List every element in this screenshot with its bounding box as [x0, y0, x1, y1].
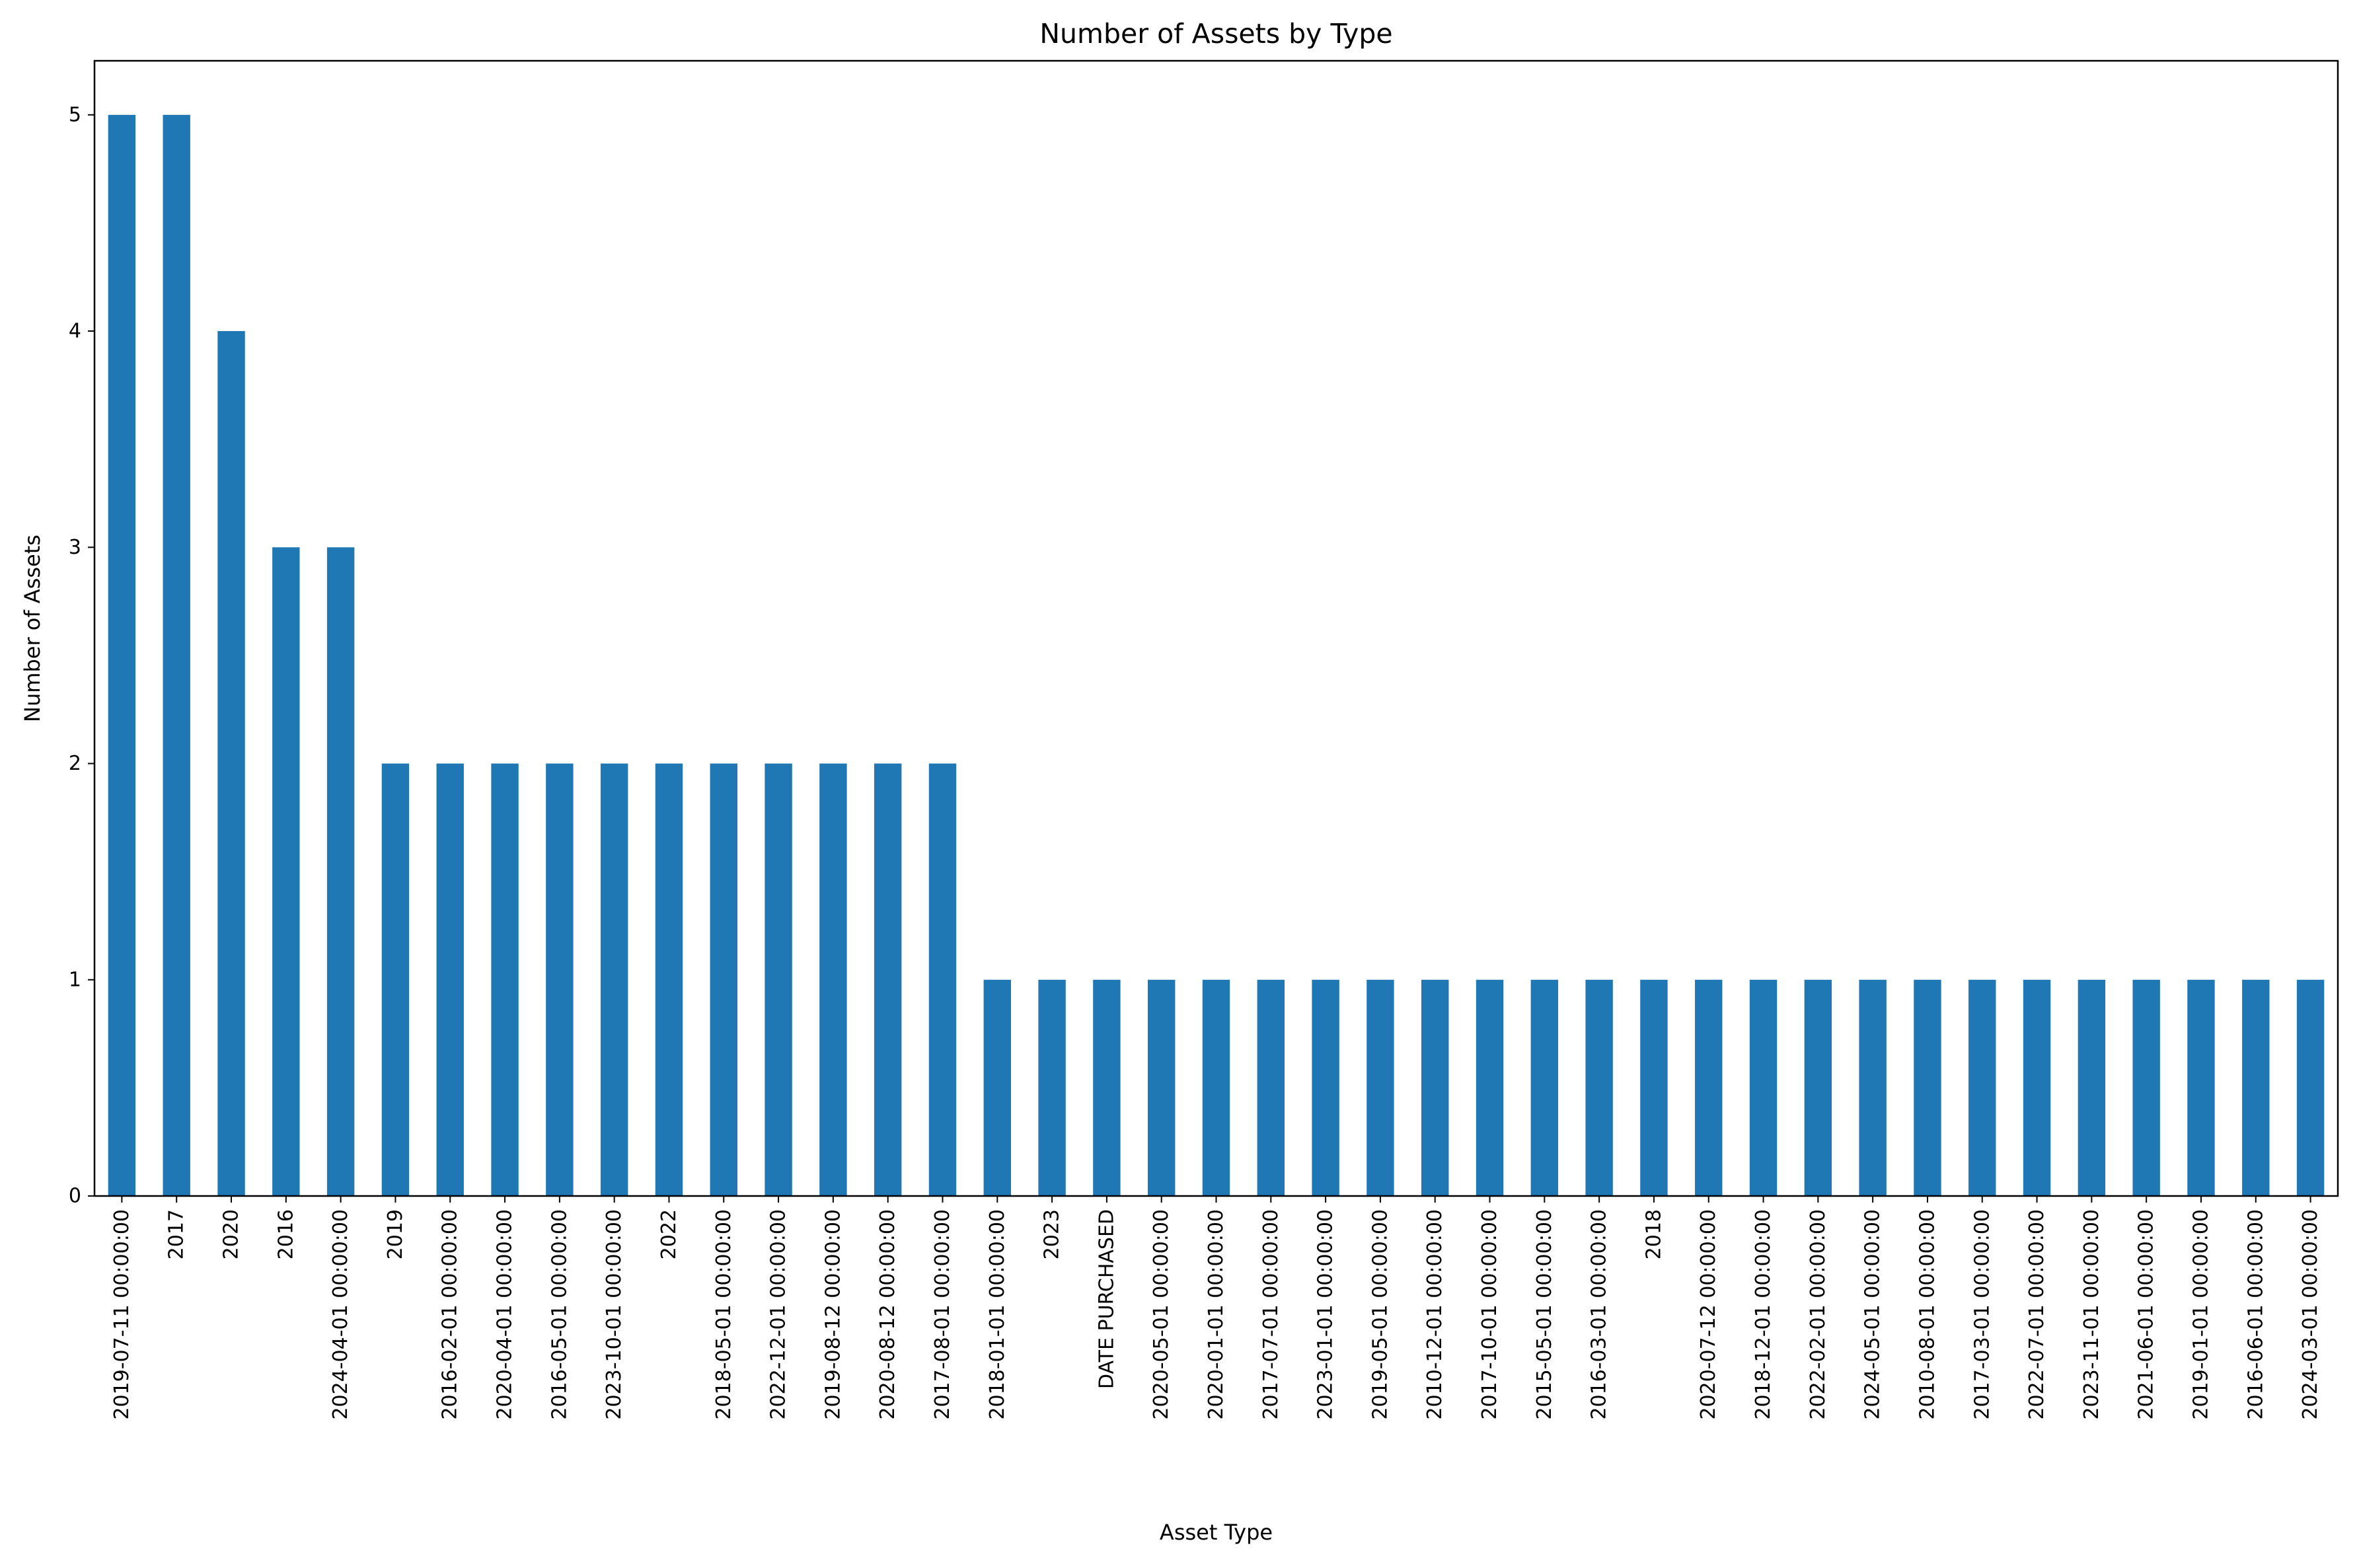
x-tick-label: 2022 — [657, 1209, 681, 1259]
bar — [272, 547, 300, 1196]
x-tick-label: 2016 — [274, 1209, 297, 1259]
bar — [163, 114, 190, 1196]
bar — [381, 763, 410, 1196]
bar — [983, 979, 1011, 1196]
x-tick-label: 2017-03-01 00:00:00 — [1970, 1209, 1994, 1420]
bar — [819, 763, 847, 1196]
bar — [2078, 979, 2106, 1196]
bar — [1093, 979, 1121, 1196]
bar — [1421, 979, 1449, 1196]
x-tick-label: 2018 — [1642, 1209, 1665, 1259]
x-tick-label: 2018-05-01 00:00:00 — [712, 1209, 735, 1420]
x-tick-label: 2020-01-01 00:00:00 — [1205, 1209, 1228, 1420]
y-tick-label: 5 — [69, 103, 81, 126]
bar — [1367, 979, 1394, 1196]
bar — [1695, 979, 1723, 1196]
bar — [928, 763, 957, 1196]
bar — [1147, 979, 1176, 1196]
bar — [1038, 979, 1066, 1196]
bar — [1530, 979, 1559, 1196]
y-tick-label: 2 — [69, 752, 81, 775]
x-tick-label: 2019-08-12 00:00:00 — [821, 1209, 844, 1420]
x-tick-label: 2020 — [220, 1209, 243, 1259]
x-tick-label: 2024-04-01 00:00:00 — [329, 1209, 352, 1420]
bar — [2023, 979, 2051, 1196]
y-axis-ticks: 0 1 2 3 4 5 — [69, 103, 94, 1208]
bar — [2132, 979, 2160, 1196]
x-tick-label: 2017-07-01 00:00:00 — [1259, 1209, 1283, 1420]
x-tick-label: 2023 — [1041, 1209, 1064, 1259]
bar — [2242, 979, 2270, 1196]
y-tick-label: 4 — [69, 320, 81, 343]
x-tick-label: 2021-06-01 00:00:00 — [2135, 1209, 2158, 1420]
x-tick-label: 2016-02-01 00:00:00 — [439, 1209, 462, 1420]
bar — [2187, 979, 2215, 1196]
bar — [436, 763, 464, 1196]
bar — [655, 763, 683, 1196]
bar — [1968, 979, 1996, 1196]
bar — [1640, 979, 1668, 1196]
x-tick-label: 2019-01-01 00:00:00 — [2189, 1209, 2212, 1420]
x-tick-label: 2018-01-01 00:00:00 — [986, 1209, 1009, 1420]
y-axis-label: Number of Assets — [20, 535, 45, 722]
x-tick-label: 2010-08-01 00:00:00 — [1916, 1209, 1939, 1420]
bar — [217, 331, 245, 1196]
x-tick-label: 2020-05-01 00:00:00 — [1150, 1209, 1173, 1420]
x-tick-label: 2010-12-01 00:00:00 — [1423, 1209, 1446, 1420]
x-tick-label: 2020-08-12 00:00:00 — [876, 1209, 899, 1420]
chart-title: Number of Assets by Type — [1039, 18, 1392, 50]
bar — [1914, 979, 1941, 1196]
x-tick-label: 2023-01-01 00:00:00 — [1314, 1209, 1337, 1420]
bars-group — [108, 114, 2325, 1196]
x-tick-label: DATE PURCHASED — [1095, 1209, 1118, 1389]
bar — [765, 763, 792, 1196]
bar — [2296, 979, 2325, 1196]
x-tick-label: 2022-07-01 00:00:00 — [2025, 1209, 2048, 1420]
x-tick-label: 2017 — [165, 1209, 188, 1259]
x-tick-label: 2016-03-01 00:00:00 — [1588, 1209, 1611, 1420]
plot-frame — [93, 59, 2339, 1197]
x-tick-label: 2017-10-01 00:00:00 — [1478, 1209, 1501, 1420]
x-tick-label: 2022-12-01 00:00:00 — [767, 1209, 790, 1420]
x-tick-label: 2022-02-01 00:00:00 — [1807, 1209, 1830, 1420]
bar — [1257, 979, 1285, 1196]
bar — [491, 763, 519, 1196]
x-tick-label: 2020-07-12 00:00:00 — [1697, 1209, 1720, 1420]
x-tick-label: 2018-12-01 00:00:00 — [1752, 1209, 1775, 1420]
bar — [874, 763, 902, 1196]
bar — [1749, 979, 1778, 1196]
bar — [1476, 979, 1504, 1196]
x-tick-label: 2024-03-01 00:00:00 — [2299, 1209, 2322, 1420]
x-axis-label: Asset Type — [1160, 1520, 1273, 1545]
bar — [546, 763, 574, 1196]
x-tick-label: 2016-06-01 00:00:00 — [2244, 1209, 2267, 1420]
x-axis-ticks: 2019-07-11 00:00:00 2017 2020 2016 2024-04-0… — [110, 1196, 2322, 1420]
x-tick-label: 2019-07-11 00:00:00 — [110, 1209, 133, 1420]
x-tick-label: 2017-08-01 00:00:00 — [931, 1209, 954, 1420]
y-tick-label: 3 — [69, 536, 81, 559]
x-tick-label: 2023-10-01 00:00:00 — [603, 1209, 626, 1420]
y-tick-label: 1 — [69, 968, 81, 991]
y-tick-label: 0 — [69, 1185, 81, 1208]
bar — [1585, 979, 1613, 1196]
bar — [326, 547, 355, 1196]
bar — [1202, 979, 1230, 1196]
bar — [1312, 979, 1339, 1196]
x-tick-label: 2024-05-01 00:00:00 — [1861, 1209, 1885, 1420]
x-tick-label: 2019-05-01 00:00:00 — [1368, 1209, 1392, 1420]
x-tick-label: 2019 — [384, 1209, 407, 1259]
bar — [1859, 979, 1887, 1196]
bar — [710, 763, 737, 1196]
x-tick-label: 2020-04-01 00:00:00 — [494, 1209, 517, 1420]
bar — [108, 114, 136, 1196]
bar — [1804, 979, 1832, 1196]
x-tick-label: 2015-05-01 00:00:00 — [1533, 1209, 1556, 1420]
x-tick-label: 2023-11-01 00:00:00 — [2080, 1209, 2103, 1420]
x-tick-label: 2016-05-01 00:00:00 — [548, 1209, 571, 1420]
bar — [600, 763, 628, 1196]
